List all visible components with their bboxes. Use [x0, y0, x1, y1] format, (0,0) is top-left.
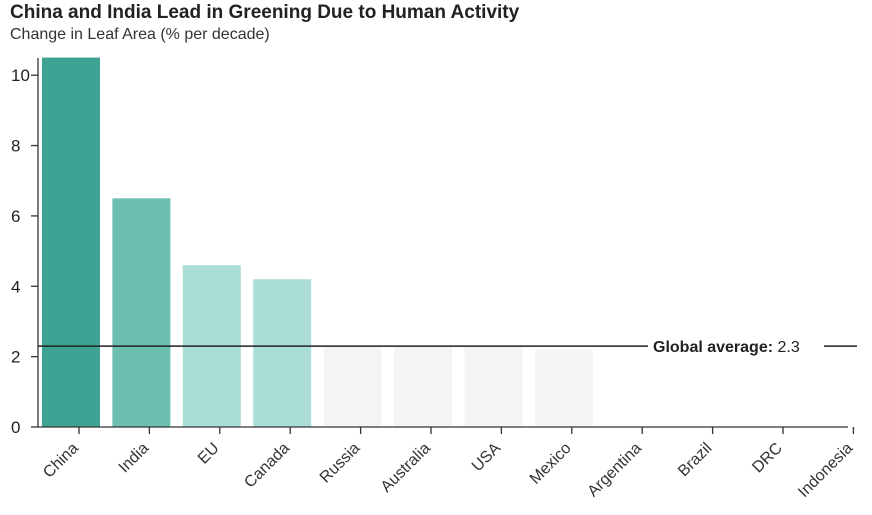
chart-title: China and India Lead in Greening Due to … [10, 2, 520, 23]
x-tick-label-china: China [40, 440, 82, 482]
x-tick-label-mexico: Mexico [527, 440, 575, 488]
y-tick-label-6: 6 [11, 207, 20, 226]
bar-mexico [534, 349, 593, 427]
bar-canada [253, 279, 312, 427]
bar-russia [323, 346, 382, 427]
x-tick-label-drc: DRC [749, 440, 786, 477]
x-tick-label-brazil: Brazil [675, 440, 715, 480]
global-average-label: Global average: 2.3 [653, 339, 800, 356]
x-tick-label-usa: USA [469, 440, 505, 476]
bar-australia [394, 346, 452, 427]
y-tick-label-8: 8 [11, 137, 20, 156]
bar-usa [464, 346, 523, 427]
chart-subtitle: Change in Leaf Area (% per decade) [10, 26, 270, 43]
y-tick-label-0: 0 [11, 418, 20, 437]
x-tick-label-argentina: Argentina [585, 440, 646, 501]
y-tick-label-2: 2 [11, 348, 20, 367]
x-tick-label-canada: Canada [241, 440, 293, 492]
bar-china [42, 57, 100, 427]
x-tick-label-australia: Australia [378, 440, 434, 496]
x-tick-label-india: India [116, 440, 153, 477]
x-tick-label-eu: EU [195, 440, 223, 468]
bar-india [112, 198, 171, 427]
y-tick-label-10: 10 [11, 66, 30, 85]
x-tick-label-indonesia: Indonesia [795, 440, 856, 501]
x-tick-label-russia: Russia [317, 440, 364, 487]
y-tick-label-4: 4 [11, 277, 20, 296]
